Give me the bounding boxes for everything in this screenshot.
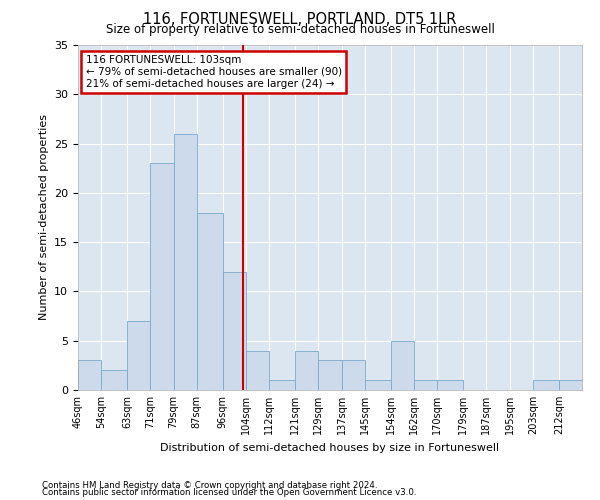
Bar xyxy=(269,380,295,390)
Bar xyxy=(246,350,269,390)
Bar xyxy=(101,370,127,390)
Bar xyxy=(437,380,463,390)
X-axis label: Distribution of semi-detached houses by size in Fortuneswell: Distribution of semi-detached houses by … xyxy=(160,442,500,452)
Bar xyxy=(197,212,223,390)
Text: 116, FORTUNESWELL, PORTLAND, DT5 1LR: 116, FORTUNESWELL, PORTLAND, DT5 1LR xyxy=(143,12,457,28)
Bar xyxy=(295,350,319,390)
Text: Contains public sector information licensed under the Open Government Licence v3: Contains public sector information licen… xyxy=(42,488,416,497)
Bar xyxy=(533,380,559,390)
Y-axis label: Number of semi-detached properties: Number of semi-detached properties xyxy=(38,114,49,320)
Text: Contains HM Land Registry data © Crown copyright and database right 2024.: Contains HM Land Registry data © Crown c… xyxy=(42,480,377,490)
Bar xyxy=(78,360,101,390)
Text: 116 FORTUNESWELL: 103sqm
← 79% of semi-detached houses are smaller (90)
21% of s: 116 FORTUNESWELL: 103sqm ← 79% of semi-d… xyxy=(86,56,341,88)
Bar xyxy=(223,272,246,390)
Bar xyxy=(559,380,582,390)
Bar xyxy=(151,164,173,390)
Bar xyxy=(391,340,414,390)
Bar xyxy=(319,360,341,390)
Bar xyxy=(127,321,151,390)
Text: Size of property relative to semi-detached houses in Fortuneswell: Size of property relative to semi-detach… xyxy=(106,22,494,36)
Bar xyxy=(173,134,197,390)
Bar xyxy=(341,360,365,390)
Bar xyxy=(365,380,391,390)
Bar xyxy=(414,380,437,390)
